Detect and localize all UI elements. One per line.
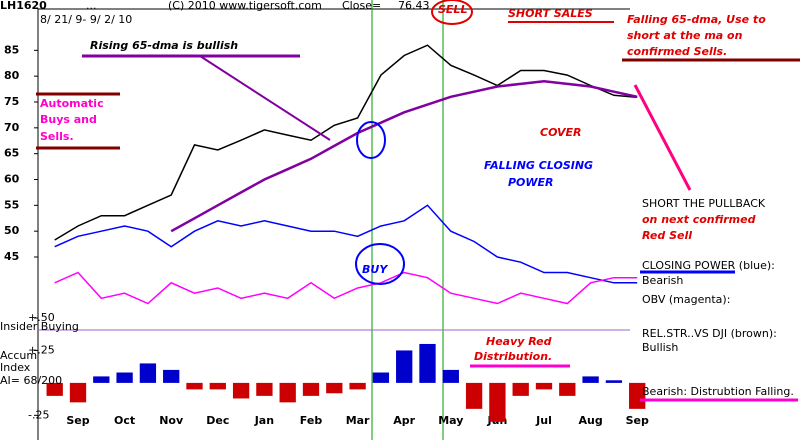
bar: [116, 372, 133, 383]
note: confirmed Sells.: [627, 45, 727, 58]
note: Buys and: [40, 113, 97, 126]
y-tick-label: 85: [4, 43, 19, 56]
bar: [535, 382, 553, 390]
y-tick-label: +.25: [28, 343, 55, 356]
sell-label: SELL: [438, 3, 467, 16]
x-tick-label: Jul: [535, 414, 552, 427]
y-tick-label: 45: [4, 250, 19, 263]
bar: [326, 382, 343, 394]
bar: [69, 382, 87, 403]
note: Distribution.: [474, 350, 552, 363]
y-tick-label: 50: [4, 224, 20, 237]
y-tick-label: -.25: [28, 408, 49, 421]
y-tick-label: +.50: [28, 311, 55, 324]
note: Heavy Red: [486, 335, 552, 348]
bar: [419, 343, 436, 383]
plot: 45 50 55 60 65 70 75 80 85 Sep Oct Nov Dec Jan Feb Mar A…: [4, 43, 649, 427]
label: Insider Buying: [0, 320, 79, 333]
note: Falling 65-dma, Use to: [627, 13, 766, 26]
sell-circle: [431, 0, 473, 25]
x-tick-label: Sep: [626, 414, 649, 427]
panel-title: Accum: [0, 349, 37, 362]
x-tick-label: May: [438, 414, 463, 427]
bar: [46, 382, 63, 396]
buy-circle: [355, 243, 405, 285]
close-label: Close=: [342, 0, 381, 12]
x-tick-label: Jan: [254, 414, 274, 427]
bar: [232, 382, 250, 399]
y-tick-label: 65: [4, 147, 19, 160]
x-tick-label: Oct: [114, 414, 135, 427]
y-tick-label: 60: [4, 173, 20, 186]
cover: COVER: [540, 126, 582, 139]
bar: [396, 350, 413, 383]
legend-entry: OBV (magenta):: [642, 293, 730, 306]
series-line: [54, 271, 638, 305]
bar: [442, 369, 459, 383]
status: Bearish: [642, 274, 683, 287]
panel-title: Index: [0, 361, 31, 374]
x-tick-label: Mar: [346, 414, 370, 427]
legend-entry: CLOSING POWER (blue):: [642, 259, 775, 272]
x-tick-label: Aug: [578, 414, 602, 427]
x-tick-label: Dec: [206, 414, 229, 427]
short-sales: SHORT SALES: [508, 7, 593, 20]
note: short at the ma on: [627, 29, 743, 42]
bar: [163, 369, 180, 383]
dates: 8/ 21/ 9- 9/ 2/ 10: [40, 13, 132, 26]
bar: [489, 382, 506, 422]
ellipsis: ...: [86, 0, 97, 12]
close-value: 76.43: [398, 0, 430, 12]
bar: [605, 380, 623, 383]
note: Bearish: Distrubtion Falling.: [642, 385, 794, 398]
x-tick-label: Apr: [393, 414, 415, 427]
label: AI= 68/200: [0, 374, 62, 387]
source: (C) 2010 www.tigersoft.com: [168, 0, 322, 12]
note: Red Sell: [642, 229, 692, 242]
y-tick-label: 75: [4, 95, 19, 108]
bar: [372, 372, 390, 383]
note: SHORT THE PULLBACK: [642, 197, 766, 210]
bar: [302, 382, 320, 396]
y-tick-label: 55: [4, 198, 19, 211]
bar: [279, 382, 296, 403]
x-tick-label: Nov: [159, 414, 184, 427]
buy-label: BUY: [362, 263, 388, 276]
bar: [186, 382, 203, 390]
series-line: [54, 204, 638, 284]
bar: [93, 376, 110, 383]
note: on next confirmed: [642, 213, 756, 226]
bar: [139, 363, 157, 383]
series-line: [54, 44, 638, 241]
bar: [209, 382, 226, 390]
buy-circle: [356, 121, 386, 159]
x-tick-label: Sep: [66, 414, 89, 427]
bar: [349, 382, 366, 390]
ticker: LH1620: [0, 0, 47, 12]
series-line: [170, 80, 638, 233]
arrow: [633, 84, 692, 191]
bar: [582, 376, 599, 383]
status: Bullish: [642, 341, 678, 354]
note: FALLING CLOSING: [484, 159, 593, 172]
note: Rising 65-dma is bullish: [90, 39, 238, 52]
arrow: [199, 55, 331, 141]
y-tick-label: 70: [4, 121, 20, 134]
bar: [559, 382, 576, 396]
note: POWER: [508, 176, 554, 189]
note: Automatic: [40, 97, 104, 110]
note: REL.STR..VS DJI (brown):: [642, 327, 777, 340]
bar: [512, 382, 529, 396]
x-tick-label: Feb: [300, 414, 323, 427]
y-tick-label: 80: [4, 69, 20, 82]
bar: [256, 382, 273, 396]
bar: [629, 382, 646, 409]
bar: [465, 382, 483, 409]
note: Sells.: [40, 130, 74, 143]
